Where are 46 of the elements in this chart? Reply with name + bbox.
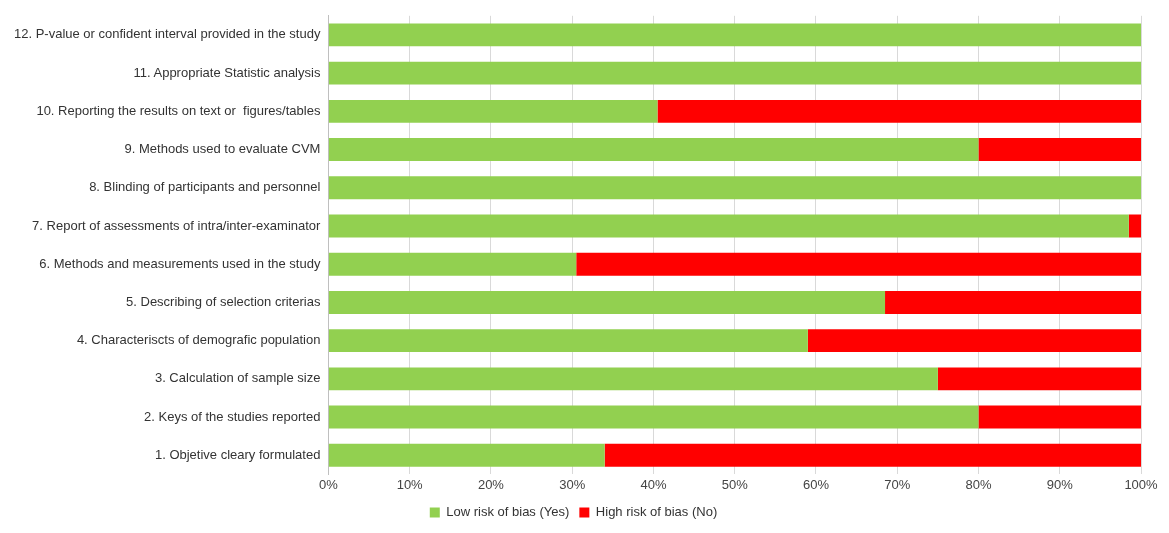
y-tick-label: 7. Report of assessments of intra/inter-examinator	[32, 217, 322, 233]
bar	[885, 290, 1141, 314]
bar	[328, 290, 886, 314]
bar	[328, 99, 658, 123]
bar	[328, 329, 808, 353]
x-tick-label: 90%	[1046, 476, 1074, 492]
bar	[328, 443, 605, 467]
y-tick-label: 4. Characteriscts of demografic population	[76, 332, 321, 348]
x-tick-label: 60%	[802, 476, 830, 492]
y-tick-label: 11. Appropriate Statistic analysis	[133, 64, 321, 80]
x-tick-label: 80%	[965, 476, 992, 492]
bar	[807, 329, 1141, 353]
legend-label: High risk of bias (No)	[595, 504, 718, 520]
bar	[657, 99, 1141, 123]
y-tick-label: 2. Keys of the studies reported	[144, 408, 321, 424]
y-tick-label: 3. Calculation of sample size	[154, 370, 321, 386]
bar	[1128, 214, 1141, 238]
y-tick-label: 12. P-value or confident interval provided in the study	[14, 26, 321, 42]
x-tick-label: 70%	[884, 476, 911, 492]
x-tick-label: 0%	[319, 476, 339, 492]
y-tick-label: 8. Blinding of participants and personnel	[89, 179, 321, 195]
y-tick-label: 1. Objetive cleary formulated	[154, 446, 321, 462]
x-tick-label: 100%	[1124, 476, 1159, 492]
y-tick-label: 5. Describing of selection criterias	[126, 294, 321, 309]
bar	[328, 61, 1141, 85]
x-tick-label: 30%	[559, 476, 586, 492]
bar	[604, 443, 1141, 467]
bar	[328, 367, 938, 391]
bar	[978, 405, 1141, 429]
bar	[328, 23, 1141, 47]
y-tick-label: 10. Reporting the results on text or figures/tables	[36, 102, 321, 118]
bar	[978, 138, 1141, 162]
bar	[328, 405, 979, 429]
y-tick-label: 9. Methods used to evaluate CVM	[124, 141, 321, 157]
bar	[328, 138, 979, 162]
bar	[328, 252, 577, 276]
bar	[328, 176, 1141, 200]
bar	[328, 214, 1129, 238]
legend-label: Low risk of bias (Yes)	[446, 504, 570, 520]
bar	[576, 252, 1141, 276]
x-tick-label: 50%	[721, 476, 749, 492]
x-tick-label: 40%	[640, 476, 667, 492]
x-tick-label: 10%	[396, 476, 424, 492]
y-tick-label: 6. Methods and measurements used in the study	[39, 255, 321, 271]
bar	[937, 367, 1141, 391]
x-tick-label: 20%	[477, 476, 505, 492]
